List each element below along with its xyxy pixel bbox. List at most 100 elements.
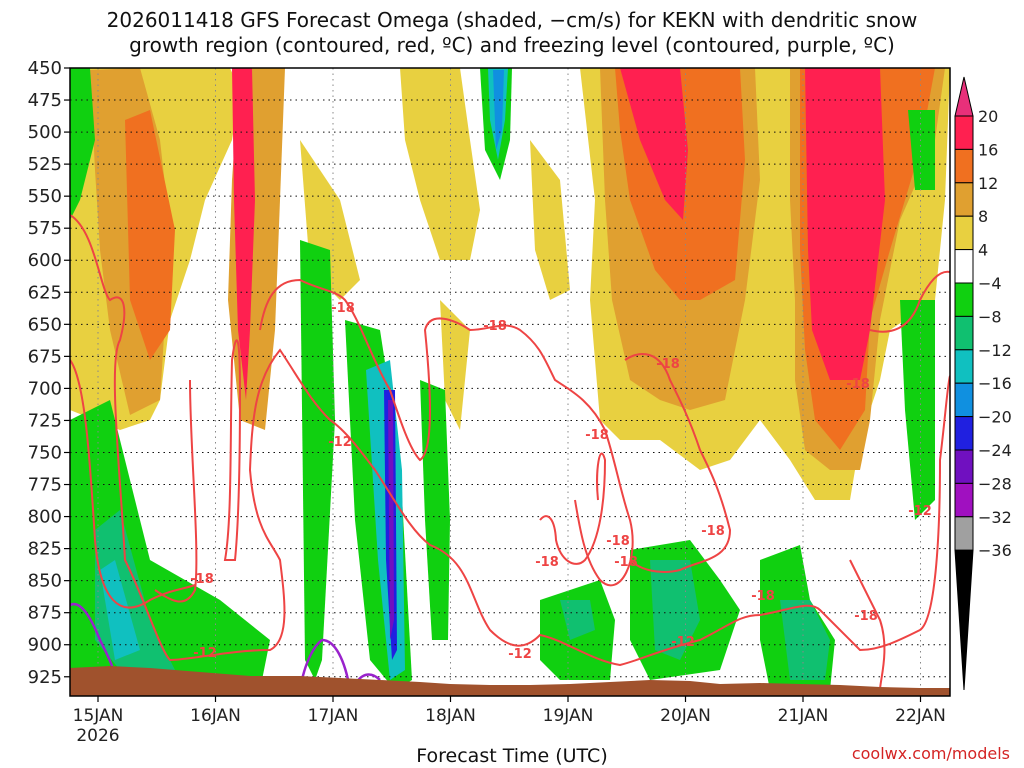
colorbar-top-arrow <box>954 76 974 117</box>
x-year-label: 2026 <box>76 726 119 746</box>
omega-region <box>805 68 885 380</box>
contour-label: -18 <box>614 555 638 570</box>
omega-shading <box>70 68 950 690</box>
colorbar-swatch <box>954 382 974 418</box>
chart-title-line-1: 2026011418 GFS Forecast Omega (shaded, −… <box>106 8 918 32</box>
contour-label: -18 <box>751 589 775 604</box>
omega-region <box>400 68 480 260</box>
contour-label: -18 <box>656 357 680 372</box>
dendritic-contour <box>70 214 950 667</box>
colorbar-label: −16 <box>978 374 1012 393</box>
omega-region <box>70 68 95 220</box>
contour-label: -18 <box>585 428 609 443</box>
colorbar-swatch <box>954 148 974 184</box>
contour-label: -18 <box>190 572 214 587</box>
contour-label: -18 <box>846 377 870 392</box>
dendritic-contour <box>223 339 242 561</box>
x-axis: 15JAN 16JAN 17JAN 18JAN 19JAN 20JAN 21JAN 22JAN… <box>73 696 946 746</box>
colorbar-bottom-arrow <box>954 549 974 691</box>
y-tick-label: 700 <box>28 378 62 399</box>
y-tick-label: 725 <box>28 410 62 431</box>
y-axis: 450 475 500 525 550 575 600 625 650 675 700 725 750 7… <box>28 58 70 688</box>
omega-region <box>908 110 935 190</box>
plot-frame <box>69 67 951 697</box>
colorbar-swatch <box>954 282 974 317</box>
colorbar-label: −36 <box>978 541 1012 560</box>
contour-label: -18 <box>535 555 559 570</box>
colorbar-swatch <box>954 482 974 518</box>
contour-label: -18 <box>331 301 355 316</box>
dendritic-contour <box>539 452 607 565</box>
y-tick-label: 475 <box>28 90 62 111</box>
dendritic-contour <box>624 353 732 573</box>
contour-label: -12 <box>193 646 217 661</box>
y-tick-label: 525 <box>28 154 62 175</box>
contours <box>70 214 950 691</box>
y-tick-label: 850 <box>28 571 62 592</box>
colorbar-label: 20 <box>978 107 998 126</box>
x-tick-label: 20JAN <box>660 706 711 726</box>
colorbar-label: −32 <box>978 508 1012 527</box>
colorbar-swatch <box>954 182 974 217</box>
y-tick-label: 900 <box>28 635 62 656</box>
colorbar: 20 16 12 8 4 −4 −8 −12 −16 −20 −24 −28 −32 −36 <box>954 76 1012 691</box>
dendritic-contour <box>259 278 634 587</box>
omega-region <box>100 560 140 660</box>
contour-label: -12 <box>671 635 695 650</box>
terrain-fill <box>70 666 950 696</box>
y-tick-label: 925 <box>28 667 62 688</box>
colorbar-label: 4 <box>978 241 988 260</box>
colorbar-label: −4 <box>978 274 1002 293</box>
colorbar-swatch <box>954 115 974 150</box>
y-tick-label: 550 <box>28 186 62 207</box>
colorbar-swatch <box>954 416 974 451</box>
y-tick-label: 625 <box>28 282 62 303</box>
omega-region <box>493 70 504 150</box>
credit-text: coolwx.com/models <box>851 744 1010 763</box>
contour-label: -12 <box>328 435 352 450</box>
colorbar-label: 12 <box>978 174 998 193</box>
y-tick-label: 825 <box>28 539 62 560</box>
chart-title-line-2: growth region (contoured, red, ºC) and f… <box>129 33 895 57</box>
contour-label: -18 <box>854 609 878 624</box>
contour-label: -18 <box>701 524 725 539</box>
omega-region <box>125 110 175 360</box>
y-tick-label: 650 <box>28 314 62 335</box>
dendritic-contour <box>70 359 196 609</box>
y-tick-label: 600 <box>28 250 62 271</box>
colorbar-label: −24 <box>978 441 1012 460</box>
y-tick-label: 500 <box>28 122 62 143</box>
contour-labels: -18 -18 -12 -18 -18 -18 -18 -18 -18 -18 -18 -12 -12 -… <box>190 301 932 662</box>
omega-region <box>560 600 595 640</box>
omega-region <box>440 300 470 430</box>
terrain <box>70 666 950 696</box>
y-tick-label: 450 <box>28 58 62 79</box>
x-tick-label: 17JAN <box>308 706 359 726</box>
x-axis-label: Forecast Time (UTC) <box>416 745 608 767</box>
colorbar-label: 16 <box>978 140 998 159</box>
gridlines <box>70 68 950 696</box>
omega-region <box>650 560 700 660</box>
colorbar-swatch <box>954 315 974 351</box>
colorbar-swatch <box>954 516 974 551</box>
contour-label: -12 <box>908 504 932 519</box>
colorbar-swatch <box>954 215 974 251</box>
omega-region <box>420 380 450 640</box>
omega-region <box>300 240 335 680</box>
x-tick-label: 16JAN <box>190 706 241 726</box>
colorbar-label: −20 <box>978 408 1012 427</box>
colorbar-swatch <box>954 249 974 284</box>
contour-label: -12 <box>508 647 532 662</box>
colorbar-label: −8 <box>978 307 1002 326</box>
colorbar-label: −12 <box>978 341 1012 360</box>
dendritic-contour <box>849 559 886 691</box>
omega-region <box>388 400 394 640</box>
omega-region <box>780 600 830 680</box>
y-tick-label: 775 <box>28 475 62 496</box>
colorbar-label: −28 <box>978 474 1012 493</box>
y-tick-label: 750 <box>28 442 62 463</box>
x-tick-label: 21JAN <box>778 706 829 726</box>
colorbar-swatch <box>954 349 974 384</box>
